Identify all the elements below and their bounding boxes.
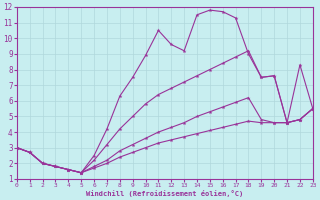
X-axis label: Windchill (Refroidissement éolien,°C): Windchill (Refroidissement éolien,°C) xyxy=(86,190,244,197)
